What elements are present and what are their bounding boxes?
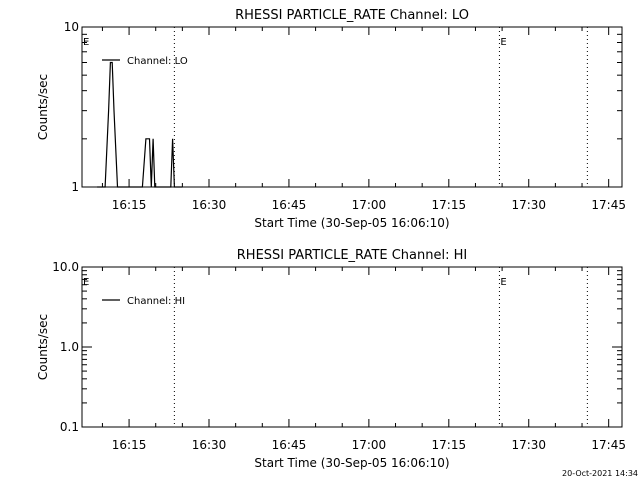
plot-frame — [81, 26, 623, 188]
series-line — [97, 61, 183, 188]
event-marker-label: E — [500, 37, 506, 48]
legend-label: Channel: LO — [127, 56, 188, 67]
x-tick-label: 17:15 — [432, 198, 467, 212]
y-tick-label: 1.0 — [60, 340, 79, 354]
chart-title: RHESSI PARTICLE_RATE Channel: LO — [235, 8, 469, 23]
event-marker-label: E — [83, 277, 89, 288]
panels-layer: RHESSI PARTICLE_RATE Channel: LO Start Ti… — [36, 8, 626, 470]
y-axis-label: Counts/sec — [36, 314, 50, 380]
event-marker-label: E — [83, 37, 89, 48]
y-tick-label: 10.0 — [52, 260, 79, 274]
x-tick-label: 17:45 — [591, 438, 626, 452]
x-tick-label: 16:30 — [192, 198, 227, 212]
x-tick-label: 17:00 — [352, 198, 387, 212]
y-tick-label: 10 — [64, 20, 79, 34]
y-tick-label: 0.1 — [60, 420, 79, 434]
x-tick-label: 16:15 — [112, 438, 147, 452]
x-tick-label: 17:30 — [511, 198, 546, 212]
x-axis-label: Start Time (30-Sep-05 16:06:10) — [254, 216, 449, 230]
x-tick-label: 16:30 — [192, 438, 227, 452]
y-tick-label: 1 — [71, 180, 79, 194]
legend-label: Channel: HI — [127, 296, 185, 307]
chart-panel: RHESSI PARTICLE_RATE Channel: HI Start Ti… — [36, 248, 626, 470]
x-tick-label: 17:15 — [432, 438, 467, 452]
y-axis-label: Counts/sec — [36, 74, 50, 140]
chart-panel: RHESSI PARTICLE_RATE Channel: LO Start Ti… — [36, 8, 626, 230]
x-tick-label: 16:45 — [272, 438, 307, 452]
x-axis-label: Start Time (30-Sep-05 16:06:10) — [254, 456, 449, 470]
event-marker-label: E — [500, 277, 506, 288]
x-tick-label: 17:45 — [591, 198, 626, 212]
x-tick-label: 17:00 — [352, 438, 387, 452]
chart-title: RHESSI PARTICLE_RATE Channel: HI — [237, 248, 467, 263]
x-tick-label: 16:15 — [112, 198, 147, 212]
footer-timestamp: 20-Oct-2021 14:34 — [562, 469, 638, 478]
x-tick-label: 16:45 — [272, 198, 307, 212]
x-tick-label: 17:30 — [511, 438, 546, 452]
